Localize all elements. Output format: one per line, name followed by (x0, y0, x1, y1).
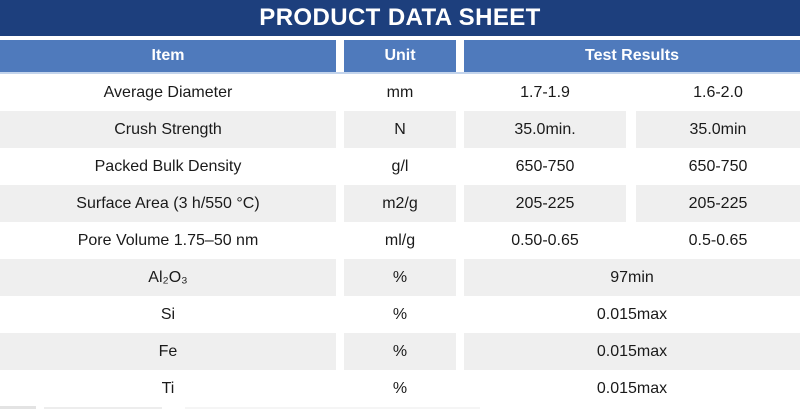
table-row-average-diameter: Average Diameter mm 1.7-1.9 1.6-2.0 (0, 74, 800, 111)
table-row-si: Si % 0.015max (0, 296, 800, 333)
result-2-cell: 35.0min (636, 111, 800, 148)
unit-cell: g/l (391, 157, 409, 175)
unit-cell: % (392, 305, 408, 323)
unit-cell: ml/g (384, 231, 416, 249)
item-cell: Fe (0, 333, 336, 370)
item-cell: Al₂O₃ (0, 259, 336, 296)
item-cell: Ti (161, 379, 175, 397)
result-merged-cell: 97min (464, 259, 800, 296)
column-header-test-results: Test Results (464, 40, 800, 72)
cutoff-content-fragment (0, 406, 800, 409)
result-1-cell: 650-750 (515, 157, 575, 175)
result-1-cell: 35.0min. (464, 111, 626, 148)
result-1-cell: 1.7-1.9 (520, 83, 570, 101)
result-2-cell: 0.5-0.65 (688, 231, 748, 249)
item-cell: Pore Volume 1.75–50 nm (77, 231, 259, 249)
unit-cell: N (344, 111, 456, 148)
unit-cell: % (344, 259, 456, 296)
result-2-cell: 205-225 (636, 185, 800, 222)
table-row-ti: Ti % 0.015max (0, 370, 800, 407)
table-row-crush-strength: Crush Strength N 35.0min. 35.0min (0, 111, 800, 148)
item-cell: Crush Strength (0, 111, 336, 148)
table-row-pore-volume: Pore Volume 1.75–50 nm ml/g 0.50-0.65 0.… (0, 222, 800, 259)
table-row-fe: Fe % 0.015max (0, 333, 800, 370)
table-header-row: Item Unit Test Results (0, 40, 800, 74)
result-merged-cell: 0.015max (464, 333, 800, 370)
item-cell: Average Diameter (103, 83, 233, 101)
fragment-block (44, 407, 162, 409)
result-2-cell: 650-750 (688, 157, 748, 175)
result-merged-cell: 0.015max (596, 305, 668, 323)
fragment-block (185, 407, 480, 409)
unit-cell: mm (386, 83, 414, 101)
fragment-block (0, 406, 36, 409)
table-row-al2o3: Al₂O₃ % 97min (0, 259, 800, 296)
page-title: PRODUCT DATA SHEET (259, 4, 541, 31)
title-bar: PRODUCT DATA SHEET (0, 0, 800, 36)
item-cell: Packed Bulk Density (94, 157, 242, 175)
item-cell: Si (160, 305, 176, 323)
unit-cell: m2/g (344, 185, 456, 222)
column-header-unit: Unit (344, 40, 456, 72)
item-cell: Surface Area (3 h/550 °C) (0, 185, 336, 222)
result-1-cell: 205-225 (464, 185, 626, 222)
result-2-cell: 1.6-2.0 (693, 83, 743, 101)
column-header-item: Item (0, 40, 336, 72)
unit-cell: % (392, 379, 408, 397)
table-row-packed-bulk-density: Packed Bulk Density g/l 650-750 650-750 (0, 148, 800, 185)
table-row-surface-area: Surface Area (3 h/550 °C) m2/g 205-225 2… (0, 185, 800, 222)
result-1-cell: 0.50-0.65 (511, 231, 579, 249)
result-merged-cell: 0.015max (596, 379, 668, 397)
unit-cell: % (344, 333, 456, 370)
